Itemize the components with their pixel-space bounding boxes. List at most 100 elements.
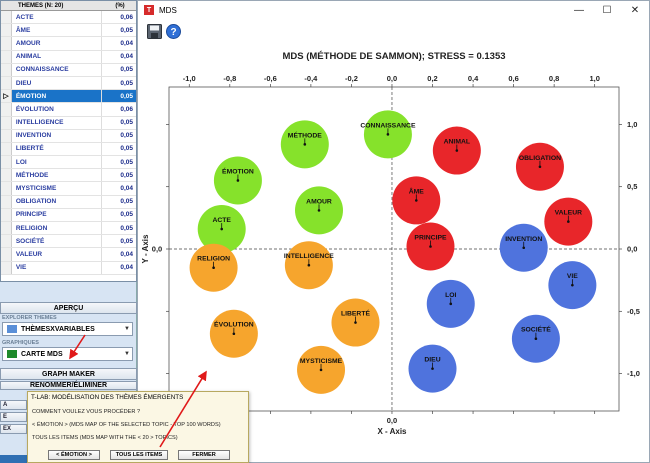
table-header: THEMES (N: 20) (%) bbox=[1, 1, 136, 11]
table-row[interactable]: INVENTION 0,05 bbox=[1, 129, 136, 143]
all-items-button[interactable]: TOUS LES ITEMS bbox=[110, 450, 168, 460]
topic-label: SOCIÉTÉ bbox=[521, 325, 551, 334]
chevron-down-icon[interactable]: ▼ bbox=[124, 326, 130, 332]
maximize-button[interactable]: ☐ bbox=[602, 4, 612, 16]
toolbar: ? bbox=[138, 19, 649, 43]
graphiques-select-value: CARTE MDS bbox=[21, 350, 63, 358]
row-marker bbox=[1, 103, 12, 116]
table-row[interactable]: RELIGION 0,05 bbox=[1, 222, 136, 236]
stub-button-a[interactable]: A bbox=[0, 400, 27, 410]
graphiques-select[interactable]: CARTE MDS ▼ bbox=[2, 347, 133, 361]
header-pct[interactable]: (%) bbox=[115, 2, 125, 9]
row-marker bbox=[1, 222, 12, 235]
y-tick-label: -1,0 bbox=[627, 369, 640, 378]
apercu-button[interactable]: APERÇU bbox=[0, 302, 137, 314]
themes-table: THEMES (N: 20) (%) ACTE 0,06 ÂME 0,05 AMOUR 0… bbox=[0, 0, 137, 282]
topic-label: DIEU bbox=[424, 357, 440, 364]
minimize-button[interactable]: — bbox=[574, 4, 584, 16]
table-row[interactable]: VALEUR 0,04 bbox=[1, 248, 136, 262]
stub-button-ex[interactable]: EX bbox=[0, 424, 27, 434]
theme-pct: 0,04 bbox=[120, 185, 133, 193]
row-marker bbox=[1, 116, 12, 129]
table-row[interactable]: ÂME 0,05 bbox=[1, 24, 136, 38]
table-row[interactable]: DIEU 0,05 bbox=[1, 76, 136, 91]
theme-label: MYSTICISME bbox=[12, 182, 103, 195]
theme-pct: 0,06 bbox=[120, 105, 133, 113]
title-bar: T MDS — ☐ ✕ bbox=[138, 1, 649, 19]
theme-label: ACTE bbox=[12, 11, 103, 24]
table-row[interactable]: INTELLIGENCE 0,05 bbox=[1, 116, 136, 130]
y-tick-label: 0,5 bbox=[627, 182, 637, 191]
theme-pct: 0,05 bbox=[120, 66, 133, 74]
theme-pct: 0,05 bbox=[120, 198, 133, 206]
graph-maker-button[interactable]: GRAPH MAKER bbox=[0, 368, 137, 380]
x-tick-label: -0,6 bbox=[264, 74, 277, 83]
theme-pct: 0,04 bbox=[120, 250, 133, 258]
row-marker bbox=[1, 50, 12, 63]
close-button[interactable]: ✕ bbox=[630, 4, 640, 16]
bubble-center-dot bbox=[571, 283, 574, 287]
table-row[interactable]: ▷ ÉMOTION 0,05 bbox=[1, 90, 136, 104]
row-marker bbox=[1, 169, 12, 182]
bubble-center-dot bbox=[538, 165, 542, 169]
close-dialog-button[interactable]: FERMER bbox=[178, 450, 230, 460]
table-row[interactable]: CONNAISSANCE 0,05 bbox=[1, 63, 136, 77]
save-icon[interactable] bbox=[146, 23, 162, 39]
table-row[interactable]: MÉTHODE 0,05 bbox=[1, 169, 136, 183]
explorer-select[interactable]: THÈMESXVARIABLES ▼ bbox=[2, 322, 133, 336]
table-row[interactable]: LIBERTÉ 0,05 bbox=[1, 142, 136, 157]
table-row[interactable]: LOI 0,05 bbox=[1, 156, 136, 170]
theme-label: MÉTHODE bbox=[12, 169, 103, 182]
theme-pct: 0,05 bbox=[120, 224, 133, 232]
topic-label: ÉVOLUTION bbox=[214, 320, 254, 329]
bubble-center-dot bbox=[212, 266, 215, 269]
table-row[interactable]: MYSTICISME 0,04 bbox=[1, 182, 136, 196]
topic-label: CONNAISSANCE bbox=[360, 122, 416, 129]
topic-label: ANIMAL bbox=[444, 139, 470, 146]
topic-label: ACTE bbox=[212, 217, 231, 224]
header-themes[interactable]: THEMES (N: 20) bbox=[18, 2, 64, 9]
dialog-option-topic: < ÉMOTION > (MDS MAP OF THE SELECTED TOP… bbox=[32, 422, 221, 428]
theme-label: SOCIÉTÉ bbox=[12, 235, 103, 248]
theme-label: ÉVOLUTION bbox=[12, 103, 103, 116]
bubble-center-dot bbox=[431, 367, 434, 370]
row-marker bbox=[1, 156, 12, 169]
x-tick-label: 0,4 bbox=[468, 74, 479, 83]
theme-pct: 0,05 bbox=[120, 92, 133, 100]
bubble-center-dot bbox=[449, 302, 453, 306]
renommer-button[interactable]: RENOMMER/ÉLIMINER bbox=[0, 381, 137, 390]
table-row[interactable]: OBLIGATION 0,05 bbox=[1, 195, 136, 209]
bubble-center-dot bbox=[307, 263, 311, 267]
bubble-center-dot bbox=[522, 246, 526, 250]
row-marker bbox=[1, 129, 12, 142]
row-marker bbox=[1, 182, 12, 195]
x-tick-label: 0,0 bbox=[387, 74, 397, 83]
help-icon[interactable]: ? bbox=[165, 23, 181, 39]
x-tick-label: 0,6 bbox=[508, 74, 518, 83]
table-row[interactable]: PRINCIPE 0,05 bbox=[1, 208, 136, 222]
y-tick-label: 0,0 bbox=[627, 245, 637, 254]
table-row[interactable]: ACTE 0,06 bbox=[1, 11, 136, 25]
dialog-option-all: TOUS LES ITEMS (MDS MAP WITH THE < 20 > … bbox=[32, 435, 178, 441]
table-row[interactable]: VIE 0,04 bbox=[1, 261, 136, 275]
stub-button-e[interactable]: E bbox=[0, 412, 27, 422]
emotion-button[interactable]: < ÉMOTION > bbox=[48, 450, 100, 460]
explorer-select-value: THÈMESXVARIABLES bbox=[21, 325, 95, 333]
topic-label: INTELLIGENCE bbox=[284, 253, 334, 260]
row-marker: ▷ bbox=[1, 90, 12, 103]
x-tick-label: -0,4 bbox=[304, 74, 318, 83]
table-row[interactable]: ANIMAL 0,04 bbox=[1, 50, 136, 64]
table-row[interactable]: ÉVOLUTION 0,06 bbox=[1, 103, 136, 117]
chevron-down-icon[interactable]: ▼ bbox=[124, 351, 130, 357]
table-row[interactable]: AMOUR 0,04 bbox=[1, 37, 136, 51]
table-row[interactable]: SOCIÉTÉ 0,05 bbox=[1, 235, 136, 249]
theme-pct: 0,05 bbox=[120, 26, 133, 34]
dialog-title: T-LAB: MODÉLISATION DES THÈMES ÉMERGENTS bbox=[31, 394, 184, 401]
topic-label: MYSTICISME bbox=[300, 358, 343, 365]
x-tick-label: -0,8 bbox=[223, 74, 236, 83]
topic-label: PRINCIPE bbox=[414, 235, 447, 242]
theme-pct: 0,04 bbox=[120, 53, 133, 61]
y-zero-tick-label: 0,0 bbox=[152, 245, 162, 254]
theme-pct: 0,06 bbox=[120, 13, 133, 21]
theme-label: LOI bbox=[12, 156, 103, 169]
